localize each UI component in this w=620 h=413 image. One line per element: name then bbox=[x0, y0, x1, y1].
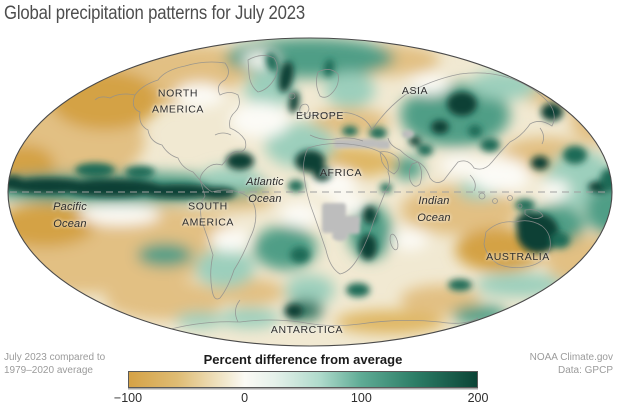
baseline-footnote: July 2023 compared to 1979–2020 average bbox=[4, 352, 106, 376]
legend: Percent difference from average −100 0 1… bbox=[114, 352, 489, 407]
legend-tick-min: −100 bbox=[113, 391, 143, 405]
legend-colorbar bbox=[128, 371, 478, 388]
legend-tick-zero: 0 bbox=[241, 391, 249, 405]
legend-title: Percent difference from average bbox=[203, 352, 403, 367]
legend-tick-max: 200 bbox=[467, 391, 489, 405]
source-credit: NOAA Climate.gov Data: GPCP bbox=[529, 352, 613, 376]
continent-outlines bbox=[94, 55, 587, 333]
missing-data-patches bbox=[322, 130, 414, 241]
legend-ticks: −100 0 100 200 bbox=[114, 391, 489, 407]
page-title: Global precipitation patterns for July 2… bbox=[4, 3, 306, 24]
legend-tick-100: 100 bbox=[350, 391, 372, 405]
globe-outline bbox=[7, 37, 613, 347]
